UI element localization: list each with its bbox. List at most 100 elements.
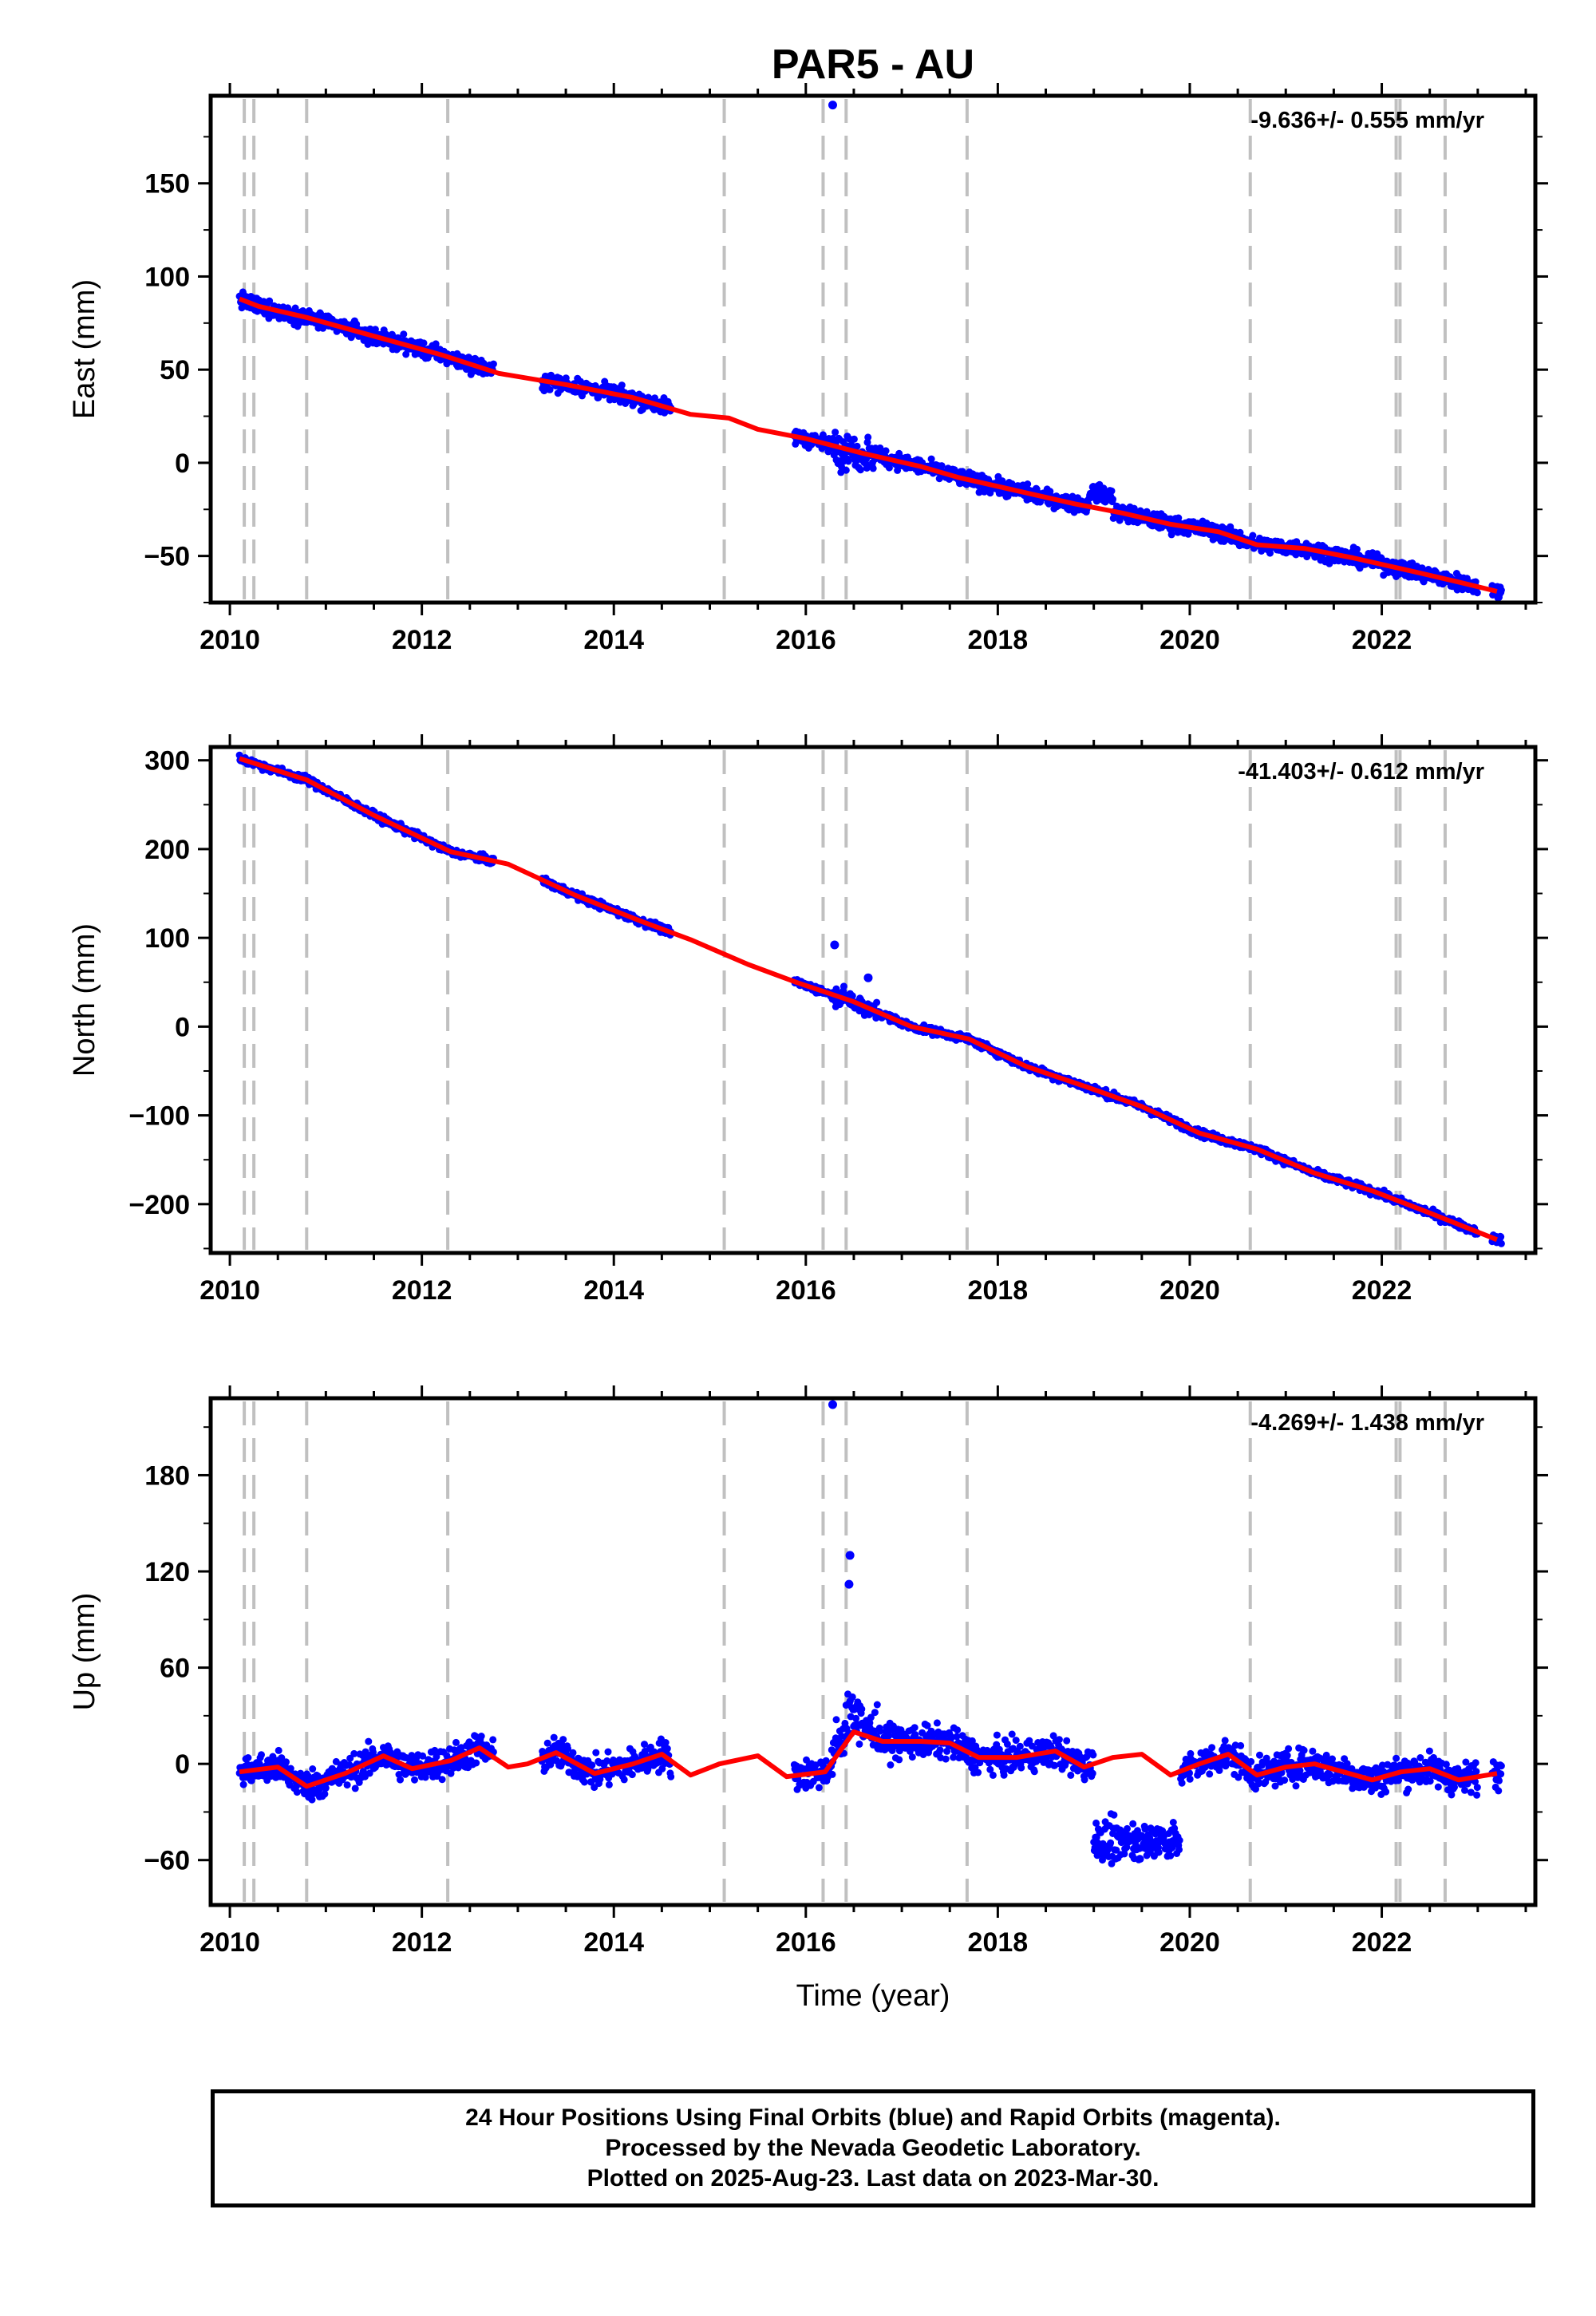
observation-point bbox=[641, 1741, 648, 1749]
observation-point bbox=[869, 464, 877, 472]
figure-title: PAR5 - AU bbox=[772, 41, 974, 88]
model-line-north bbox=[239, 756, 1499, 1243]
observation-point bbox=[911, 1724, 918, 1732]
x-tick-label: 2014 bbox=[583, 625, 644, 655]
x-tick-label: 2020 bbox=[1159, 1275, 1220, 1306]
observation-point bbox=[933, 1719, 941, 1727]
observation-point bbox=[1353, 545, 1361, 553]
observation-point bbox=[343, 1781, 351, 1789]
observation-point bbox=[908, 1753, 916, 1761]
observation-point bbox=[309, 1765, 317, 1773]
observation-point bbox=[489, 360, 497, 368]
velocity-annotation: -9.636+/- 0.555 mm/yr bbox=[1250, 108, 1484, 133]
x-tick-label: 2014 bbox=[583, 1275, 644, 1306]
x-tick-label: 2018 bbox=[968, 625, 1029, 655]
observation-point bbox=[580, 1778, 588, 1786]
observation-point bbox=[293, 1788, 301, 1796]
observation-point bbox=[832, 1716, 840, 1724]
y-tick-label: 50 bbox=[160, 355, 190, 385]
observation-point bbox=[853, 442, 861, 450]
observation-point bbox=[291, 304, 299, 312]
observation-point bbox=[477, 1733, 485, 1740]
observation-point bbox=[855, 1740, 863, 1748]
y-tick-label: 300 bbox=[144, 746, 190, 777]
observation-point bbox=[839, 982, 847, 990]
observation-point bbox=[1167, 531, 1175, 539]
observation-point bbox=[546, 385, 554, 393]
observation-point bbox=[400, 330, 408, 338]
observation-point bbox=[628, 1771, 636, 1779]
observation-point bbox=[604, 1748, 612, 1756]
observation-point bbox=[950, 1753, 958, 1761]
observation-point bbox=[856, 466, 864, 474]
observation-point bbox=[239, 1780, 247, 1788]
y-axis-title: North (mm) bbox=[68, 923, 101, 1077]
observation-point bbox=[895, 1747, 903, 1755]
observation-point bbox=[489, 1736, 497, 1744]
x-tick-label: 2022 bbox=[1352, 625, 1412, 655]
observation-point bbox=[1266, 549, 1274, 557]
panel-up: 2010 2012 2014 2016 2018 2020 2022180120600−60… bbox=[68, 1385, 1548, 2013]
observation-point bbox=[322, 1784, 330, 1792]
panel-east: 2010 2012 2014 2016 2018 2020 2022150100500−50… bbox=[68, 83, 1548, 655]
x-tick-label: 2022 bbox=[1352, 1275, 1412, 1306]
x-tick-label: 2016 bbox=[776, 625, 836, 655]
observation-point bbox=[832, 429, 839, 437]
plot-frame-east bbox=[208, 93, 1538, 605]
observation-point bbox=[938, 462, 946, 470]
observation-point bbox=[402, 350, 410, 358]
observation-point bbox=[850, 435, 858, 443]
observation-point bbox=[1024, 480, 1032, 488]
observation-point bbox=[852, 1714, 860, 1722]
observation-point bbox=[1497, 1233, 1505, 1241]
observation-point bbox=[662, 1739, 670, 1746]
observation-point bbox=[588, 1761, 596, 1769]
observation-point bbox=[842, 466, 850, 474]
x-tick-label: 2016 bbox=[776, 1275, 836, 1306]
y-tick-label: 150 bbox=[144, 169, 190, 200]
observation-point bbox=[247, 1777, 255, 1784]
observation-point bbox=[569, 1749, 577, 1757]
outlier-point bbox=[830, 940, 839, 950]
observation-point bbox=[1473, 589, 1481, 597]
observation-point bbox=[472, 355, 480, 363]
y-tick-label: −50 bbox=[144, 542, 190, 572]
x-tick-label: 2010 bbox=[200, 625, 260, 655]
observation-point bbox=[365, 1769, 373, 1777]
observation-point bbox=[954, 1726, 962, 1734]
observation-point bbox=[564, 1745, 571, 1753]
observation-point bbox=[365, 1737, 373, 1745]
observation-point bbox=[308, 1796, 316, 1804]
observation-point bbox=[258, 1751, 265, 1759]
observation-point bbox=[658, 1765, 666, 1773]
x-tick-label: 2010 bbox=[200, 1275, 260, 1306]
x-tick-label: 2020 bbox=[1159, 625, 1220, 655]
observation-point bbox=[885, 464, 893, 472]
observation-point bbox=[848, 992, 856, 1000]
observation-point bbox=[543, 1739, 551, 1747]
observation-point bbox=[936, 1746, 944, 1754]
observation-point bbox=[974, 1769, 982, 1777]
observation-point bbox=[433, 1753, 440, 1761]
observation-point bbox=[421, 1773, 429, 1781]
panels: 2010 2012 2014 2016 2018 2020 2022150100500−50… bbox=[68, 83, 1548, 2013]
plot-frame-north bbox=[208, 745, 1538, 1255]
y-tick-label: 100 bbox=[144, 923, 190, 954]
observation-point bbox=[663, 1745, 671, 1753]
observation-point bbox=[438, 1776, 446, 1784]
observation-point bbox=[975, 488, 983, 496]
observation-point bbox=[1249, 532, 1257, 539]
observation-point bbox=[443, 1752, 451, 1760]
panel-north: 2010 2012 2014 2016 2018 2020 20223002001000−1… bbox=[68, 734, 1548, 1306]
observation-point bbox=[547, 1757, 555, 1765]
y-tick-label: −100 bbox=[128, 1101, 190, 1132]
observation-point bbox=[559, 1736, 567, 1744]
observation-point bbox=[618, 381, 626, 389]
observation-point bbox=[923, 1721, 931, 1729]
observation-point bbox=[1109, 496, 1116, 504]
observation-point bbox=[1108, 487, 1116, 495]
observation-point bbox=[911, 1731, 919, 1738]
model-line-east bbox=[239, 296, 1498, 594]
observation-point bbox=[419, 1752, 427, 1760]
